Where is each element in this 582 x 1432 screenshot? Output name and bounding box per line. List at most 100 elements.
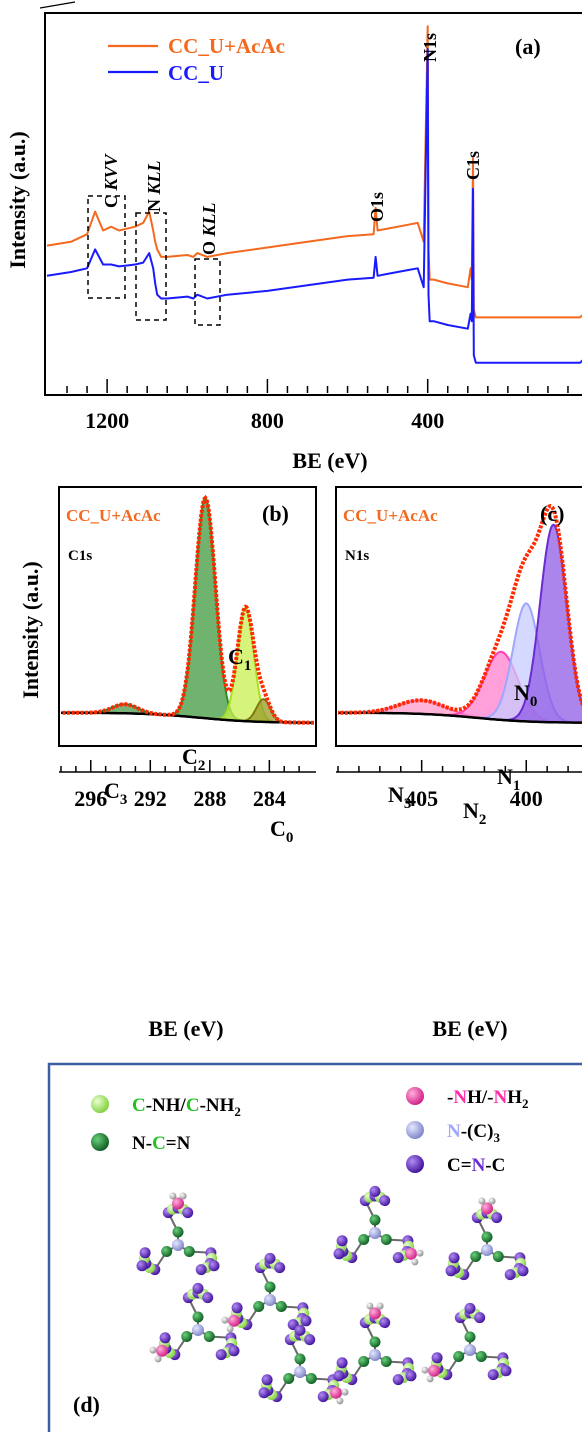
atom-h [179,1192,187,1200]
atom-cnc [159,1332,171,1344]
legend-marker-0 [91,1095,109,1113]
atom-h [366,1302,374,1310]
legend-label-part: -C [485,1155,505,1176]
legend-label-sub: 3 [493,1130,500,1145]
atom-cnc [192,1282,204,1294]
auger-box-c-kvv [87,195,126,299]
annot-o-kll: O KLL [199,202,219,255]
atom-cnc [379,1195,391,1207]
atom-h [149,1346,157,1354]
atom-ncn [192,1311,204,1323]
legend-label-part: H [507,1087,522,1108]
legend-label-part: =N [166,1133,191,1154]
legend-label-part: N [472,1155,486,1176]
legend-label-part: C= [447,1155,472,1176]
atom-cnc [445,1265,457,1277]
atom-cnc [448,1252,460,1264]
annot-c1s: C1s [463,151,483,180]
atom-ncn [253,1301,265,1312]
atom-nc3 [464,1344,476,1356]
atom-cnc [215,1349,227,1361]
x-tick-label-a: 800 [251,408,284,433]
atom-nh [228,1314,240,1327]
annot-n1s: N1s [420,33,440,62]
legend-label-sub: 2 [522,1096,529,1111]
panel-b-region: C1s [68,548,92,564]
panel-c: 405 400 CC_U+AcAc N1s (c) N3 N2 N1 N0 BE … [335,486,582,1041]
atom-cnc [182,1207,194,1219]
legend-label-part: N [493,1087,507,1108]
panel-a-frame [44,12,582,396]
atom-ncn [305,1373,317,1384]
atom-ncn [283,1373,295,1384]
component-fill-c3 [61,704,314,723]
atom-h [376,1302,384,1310]
atom-nc3 [369,1349,381,1361]
atom-nh [481,1202,493,1215]
atom-h [154,1355,162,1363]
series-line-cc-u-acac [46,25,582,319]
atom-cnc [504,1269,516,1281]
legend-label-4: C=N-C [447,1155,505,1176]
atom-ncn [369,1214,381,1226]
atom-ncn [369,1336,381,1348]
panel-b-sample: CC_U+AcAc [66,506,161,525]
legend-label-part: N- [132,1133,152,1154]
atom-cnc [379,1317,391,1329]
legend-marker-3 [406,1121,424,1139]
atom-cnc [333,1248,345,1260]
atom-nc3 [369,1227,381,1239]
panel-a-plot [46,25,582,364]
atom-cnc [294,1324,306,1336]
legend-label-sub: 2 [234,1104,241,1119]
atom-ncn [183,1246,195,1257]
atom-ncn [380,1356,392,1367]
x-tick-label: 405 [405,786,438,811]
panel-label-b: (b) [262,501,289,526]
atom-nc3 [192,1324,204,1336]
series-line-cc-u [46,48,582,364]
legend-label-1: N-C=N [132,1133,191,1154]
x-tick-label: 292 [134,786,167,811]
atom-cnc [274,1262,286,1274]
panel-c-x-axis: 405 400 [336,760,582,811]
atom-h [226,1325,234,1333]
atom-ncn [358,1356,370,1367]
legend-marker-4 [406,1155,424,1173]
envelope-line [338,503,582,715]
envelope-line [61,494,314,725]
atom-h [221,1316,229,1324]
atom-cnc [336,1357,348,1369]
atom-ncn [470,1251,482,1262]
atom-ncn [453,1351,465,1362]
atom-cnc [487,1369,499,1381]
component-fill-n0 [338,524,582,723]
atom-cnc [392,1374,404,1386]
panel-c-region: N1s [345,548,369,564]
atom-h [488,1197,496,1205]
atom-cnc [195,1264,207,1276]
peak-label-c3: C3 [104,778,127,808]
component-fill-c1 [61,607,314,723]
x-tick-label-a: 400 [411,408,444,433]
panel-a-x-axis: 12008004000 [66,379,569,433]
panel-a: 12008004000 CC_U+AcAc CC_U (a) C KVV N K… [5,1,582,473]
atom-ncn [161,1246,173,1257]
atom-nc3 [172,1239,184,1251]
atom-h [416,1249,424,1257]
background-line [338,711,582,724]
atom-cnc [264,1252,276,1264]
x-tick-label: 284 [253,786,286,811]
x-axis-label-c: BE (eV) [432,1016,507,1041]
legend-label-part: C [186,1095,200,1116]
atom-h [336,1397,344,1405]
peak-label-c0: C0 [270,816,293,846]
atom-ncn [172,1226,184,1238]
annot-o1s: O1s [367,192,387,222]
peak-label-c1: C1 [228,644,251,674]
y-axis-label-a: Intensity (a.u.) [5,131,30,269]
legend-label-part: N [453,1087,467,1108]
panel-c-frame [335,486,582,747]
legend-label-part: C [152,1133,166,1154]
atom-ncn [264,1281,276,1293]
